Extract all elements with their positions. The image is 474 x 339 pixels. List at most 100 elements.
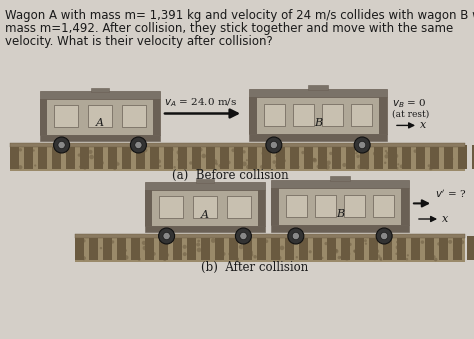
Circle shape bbox=[251, 254, 254, 256]
Circle shape bbox=[152, 152, 156, 156]
Bar bbox=[271, 180, 409, 188]
Circle shape bbox=[143, 148, 147, 153]
Circle shape bbox=[384, 154, 389, 159]
Circle shape bbox=[397, 163, 400, 165]
Bar bbox=[439, 236, 448, 260]
Circle shape bbox=[292, 253, 294, 255]
Bar bbox=[401, 188, 409, 225]
Circle shape bbox=[373, 256, 377, 260]
Circle shape bbox=[429, 167, 433, 170]
Circle shape bbox=[136, 161, 140, 165]
Circle shape bbox=[413, 149, 417, 153]
Circle shape bbox=[18, 148, 22, 152]
Bar bbox=[40, 135, 160, 141]
Circle shape bbox=[177, 158, 180, 161]
Circle shape bbox=[182, 161, 185, 165]
Circle shape bbox=[34, 164, 36, 166]
Circle shape bbox=[394, 154, 398, 158]
Circle shape bbox=[124, 255, 128, 260]
Circle shape bbox=[136, 154, 140, 158]
Circle shape bbox=[149, 252, 154, 256]
Circle shape bbox=[345, 247, 347, 250]
Circle shape bbox=[275, 163, 280, 168]
Bar bbox=[329, 176, 350, 181]
Circle shape bbox=[33, 149, 35, 152]
Circle shape bbox=[332, 239, 335, 242]
Circle shape bbox=[428, 164, 430, 167]
Circle shape bbox=[360, 158, 365, 162]
Bar bbox=[383, 236, 392, 260]
Circle shape bbox=[260, 165, 264, 169]
Circle shape bbox=[460, 240, 464, 244]
Bar bbox=[397, 236, 406, 260]
Circle shape bbox=[89, 155, 94, 159]
Bar bbox=[308, 85, 328, 90]
Text: mass m=1,492. After collision, they stick together and move with the same: mass m=1,492. After collision, they stic… bbox=[5, 22, 453, 35]
Circle shape bbox=[355, 152, 357, 155]
Circle shape bbox=[302, 254, 307, 259]
Circle shape bbox=[79, 166, 81, 168]
Circle shape bbox=[380, 258, 382, 261]
Text: A: A bbox=[201, 210, 209, 219]
Circle shape bbox=[153, 148, 156, 152]
Bar bbox=[258, 190, 265, 225]
Circle shape bbox=[337, 256, 341, 259]
Circle shape bbox=[197, 247, 201, 252]
Circle shape bbox=[199, 148, 202, 152]
Bar bbox=[346, 145, 355, 169]
Circle shape bbox=[231, 148, 235, 152]
Circle shape bbox=[347, 148, 350, 151]
Circle shape bbox=[324, 242, 328, 245]
Bar bbox=[215, 236, 224, 260]
Circle shape bbox=[97, 161, 101, 165]
Circle shape bbox=[215, 257, 217, 259]
Circle shape bbox=[236, 228, 251, 244]
Bar bbox=[458, 145, 467, 169]
Circle shape bbox=[82, 256, 86, 260]
Circle shape bbox=[64, 151, 67, 154]
Text: B: B bbox=[336, 209, 344, 219]
Circle shape bbox=[111, 240, 114, 244]
Circle shape bbox=[384, 162, 386, 164]
Bar bbox=[248, 145, 257, 169]
Circle shape bbox=[137, 257, 141, 261]
Circle shape bbox=[340, 256, 343, 259]
Text: velocity. What is their velocity after collision?: velocity. What is their velocity after c… bbox=[5, 35, 273, 48]
Circle shape bbox=[312, 158, 316, 161]
Circle shape bbox=[176, 150, 181, 155]
Circle shape bbox=[301, 246, 304, 248]
Circle shape bbox=[446, 149, 450, 153]
Circle shape bbox=[262, 151, 265, 155]
Bar bbox=[153, 99, 160, 135]
Circle shape bbox=[242, 150, 246, 154]
Circle shape bbox=[373, 152, 377, 155]
Bar bbox=[453, 236, 462, 260]
Circle shape bbox=[268, 165, 270, 167]
Bar bbox=[178, 145, 187, 169]
Bar bbox=[327, 236, 336, 260]
Circle shape bbox=[264, 239, 268, 243]
Bar bbox=[108, 145, 117, 169]
Circle shape bbox=[130, 137, 146, 153]
Circle shape bbox=[152, 157, 157, 161]
Bar bbox=[243, 236, 252, 260]
Circle shape bbox=[354, 250, 357, 253]
Circle shape bbox=[159, 165, 161, 167]
Circle shape bbox=[100, 247, 102, 249]
Bar bbox=[75, 236, 84, 260]
Circle shape bbox=[240, 233, 247, 240]
Circle shape bbox=[163, 248, 165, 250]
Circle shape bbox=[142, 241, 146, 245]
Circle shape bbox=[381, 233, 388, 240]
Circle shape bbox=[11, 151, 15, 155]
Bar bbox=[444, 145, 453, 169]
Circle shape bbox=[249, 155, 254, 159]
Text: (a)  Before collision: (a) Before collision bbox=[172, 169, 288, 182]
Circle shape bbox=[198, 166, 201, 170]
Text: x: x bbox=[420, 120, 426, 131]
Circle shape bbox=[325, 165, 330, 170]
Circle shape bbox=[396, 245, 400, 250]
Circle shape bbox=[194, 152, 196, 154]
Circle shape bbox=[334, 249, 337, 253]
Bar bbox=[40, 91, 160, 99]
